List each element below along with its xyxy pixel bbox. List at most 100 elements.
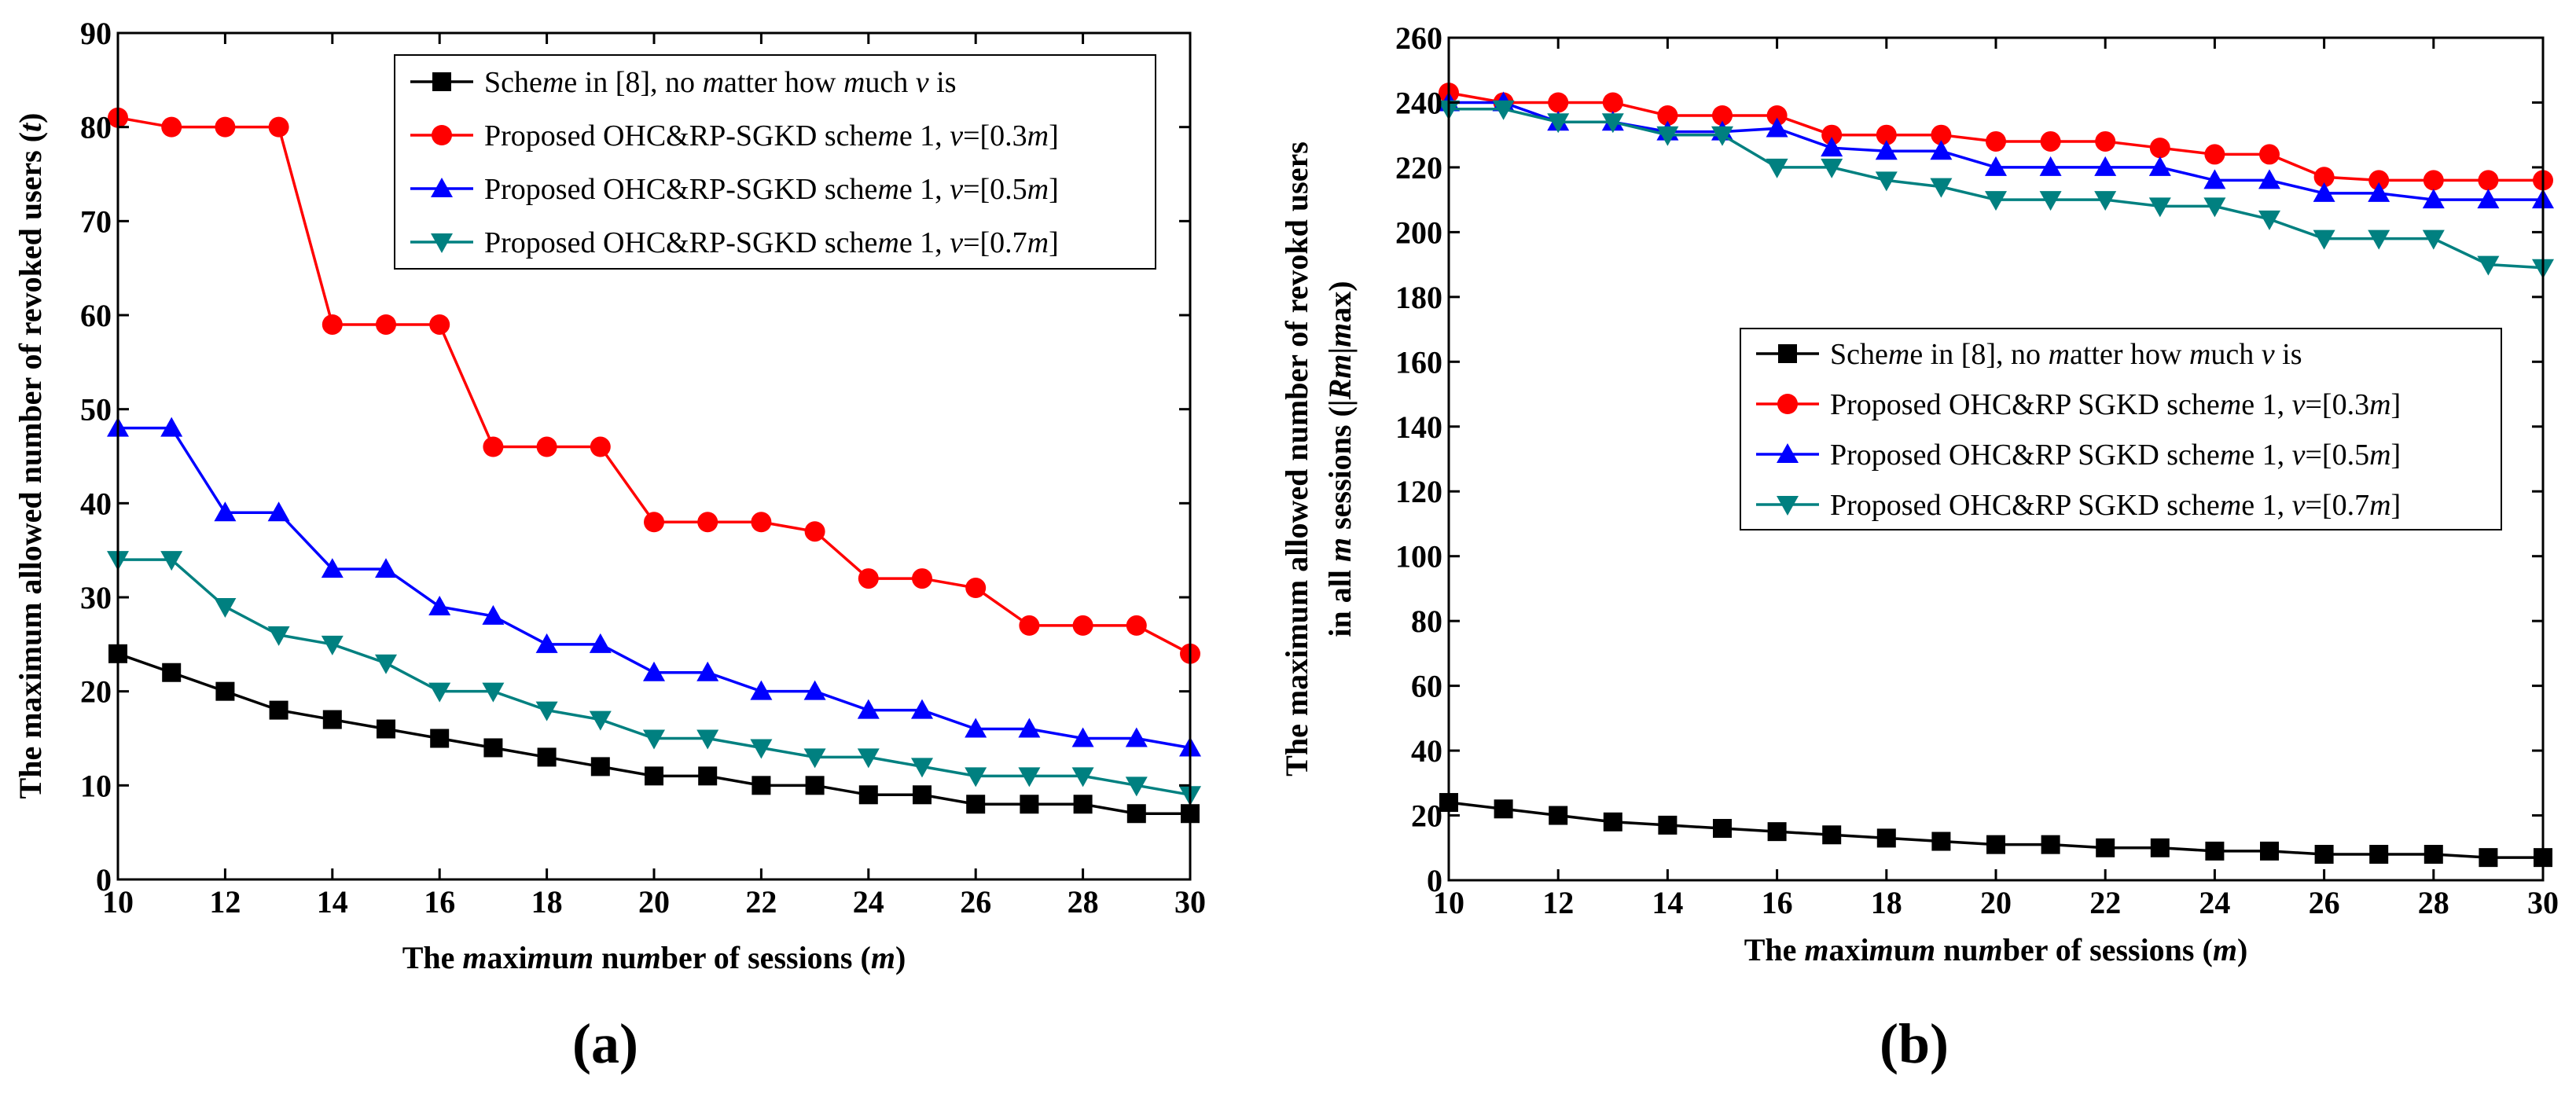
chart-a-point-v05 <box>160 417 183 437</box>
chart-b-x-tick-label: 18 <box>1871 885 1902 920</box>
chart-b-point-v05 <box>2039 156 2062 176</box>
chart-a-point-scheme8 <box>913 785 932 805</box>
chart-b-legend-entry-v03: Proposed OHC&RP SGKD scheme 1, v=[0.3m] <box>1830 388 2401 421</box>
chart-b-point-v07 <box>1766 158 1788 178</box>
chart-a-y-tick-label: 30 <box>80 580 112 615</box>
chart-a-point-scheme8 <box>269 700 288 720</box>
chart-b-point-v05 <box>2258 169 2280 189</box>
chart-b-point-v05 <box>1766 117 1788 138</box>
chart-a-point-v03 <box>268 116 289 138</box>
chart-a-point-v05 <box>696 661 719 681</box>
chart-b-point-v03 <box>2368 170 2390 191</box>
chart-b-y-tick-label: 220 <box>1395 150 1442 185</box>
chart-b-point-v07 <box>2094 191 2117 211</box>
chart-a-point-v07 <box>535 701 558 721</box>
chart-a-point-v07 <box>803 748 826 769</box>
chart-b-y-tick-label: 0 <box>1427 863 1442 898</box>
chart-b-point-scheme8 <box>2260 841 2279 861</box>
chart-b-y-tick-label: 140 <box>1395 409 1442 445</box>
chart-b-point-v07 <box>1547 113 1570 134</box>
chart-b-legend-entry-scheme8: Scheme in [8], no matter how much v is <box>1830 338 2302 371</box>
chart-a-x-tick-label: 16 <box>424 884 455 920</box>
chart-a-point-v03 <box>1019 615 1040 636</box>
chart-a-point-v03 <box>1126 615 1147 636</box>
chart-b-marks <box>1438 83 2554 868</box>
chart-b-point-v03 <box>1821 124 1843 145</box>
chart-b-x-tick-label: 30 <box>2527 885 2559 920</box>
chart-b-y-tick-label: 120 <box>1395 474 1442 509</box>
chart-a-point-v05 <box>535 633 558 653</box>
chart-a-point-v05 <box>267 501 290 522</box>
chart-a-point-v03 <box>161 116 182 138</box>
chart-b-point-v07 <box>2039 191 2062 211</box>
chart-b-point-v03 <box>1876 124 1897 145</box>
chart-a-legend-box <box>394 54 1156 270</box>
chart-a-point-scheme8 <box>966 795 986 814</box>
chart-b-y-tick-label: 20 <box>1411 798 1442 834</box>
chart-b-point-scheme8 <box>1876 828 1896 848</box>
chart-a-point-v05 <box>750 680 773 700</box>
chart-b-point-v07 <box>1711 126 1733 146</box>
chart-a-point-scheme8 <box>645 766 663 786</box>
chart-a-point-v07 <box>1125 776 1148 797</box>
chart-b-point-scheme8 <box>2479 848 2498 868</box>
chart-a-legend-marker-v05 <box>431 178 453 197</box>
chart-a-y-tick-label: 20 <box>80 674 112 710</box>
chart-a-x-tick-label: 12 <box>209 884 241 920</box>
chart-a-point-v05 <box>911 699 933 719</box>
chart-a-point-scheme8 <box>537 747 557 767</box>
chart-b-point-scheme8 <box>1931 832 1951 851</box>
chart-a-point-v07 <box>214 597 237 618</box>
chart-a-point-v05 <box>214 501 237 522</box>
chart-b-y-tick-label: 40 <box>1411 733 1442 769</box>
chart-b-y-axis-label-line2: in all m sessions (|Rm|max) <box>1322 281 1358 637</box>
chart-a-point-v03 <box>536 436 557 457</box>
chart-a-point-v05 <box>1018 718 1041 738</box>
chart-b-point-v07 <box>2422 229 2445 250</box>
chart-b-point-v03 <box>2204 144 2225 165</box>
chart-a-point-v03 <box>429 314 450 335</box>
chart-b-y-tick-label: 100 <box>1395 539 1442 575</box>
chart-a-point-v07 <box>428 682 451 703</box>
chart-a-point-v03 <box>644 512 664 533</box>
chart-b-point-v07 <box>1821 158 1843 178</box>
chart-a-point-scheme8 <box>1020 795 1039 814</box>
chart-b-point-scheme8 <box>2423 845 2443 865</box>
chart-a-y-axis-label: The maximum allowed number of revoked us… <box>13 113 48 799</box>
chart-b-point-v07 <box>2477 255 2500 276</box>
chart-b-x-tick-label: 12 <box>1542 885 1574 920</box>
chart-b-legend-box <box>1740 328 2502 530</box>
chart-b-point-v05 <box>1985 156 2007 176</box>
chart-a-y-tick-label: 40 <box>80 486 112 521</box>
chart-b-point-scheme8 <box>2369 845 2389 865</box>
chart-a-point-v03 <box>322 314 343 335</box>
chart-a-point-v05 <box>965 718 987 738</box>
chart-b-point-scheme8 <box>2150 838 2170 857</box>
chart-a-point-v03 <box>804 521 825 542</box>
chart-a-point-v05 <box>428 595 451 615</box>
chart-a-point-v07 <box>160 551 183 571</box>
chart-a-point-v03 <box>1072 615 1093 636</box>
chart-b-x-tick-label: 26 <box>2309 885 2340 920</box>
chart-a-y-tick-label: 50 <box>80 392 112 428</box>
chart-a-point-v03 <box>858 568 879 589</box>
chart-b-point-v07 <box>2148 197 2171 218</box>
chart-a-point-v07 <box>965 767 987 787</box>
chart-a-point-scheme8 <box>751 776 771 795</box>
chart-a-point-v03 <box>697 512 718 533</box>
chart-a-point-v07 <box>1071 767 1094 787</box>
chart-b-point-v05 <box>2422 189 2445 209</box>
chart-b-point-v03 <box>2423 170 2444 191</box>
chart-a-point-v07 <box>696 729 719 750</box>
chart-a-point-v05 <box>482 604 505 625</box>
chart-a-legend-marker-v07 <box>431 233 453 253</box>
chart-b-y-tick-label: 80 <box>1411 604 1442 639</box>
chart-a-point-v03 <box>376 314 396 335</box>
chart-a-x-tick-label: 10 <box>102 884 134 920</box>
chart-a-point-v05 <box>321 558 344 578</box>
chart-a-y-tick-label: 10 <box>80 768 112 803</box>
chart-b-point-v03 <box>1602 92 1623 113</box>
chart-a-point-v03 <box>590 436 611 457</box>
chart-b-point-v05 <box>1875 140 1898 160</box>
chart-b-point-v03 <box>1712 105 1733 126</box>
